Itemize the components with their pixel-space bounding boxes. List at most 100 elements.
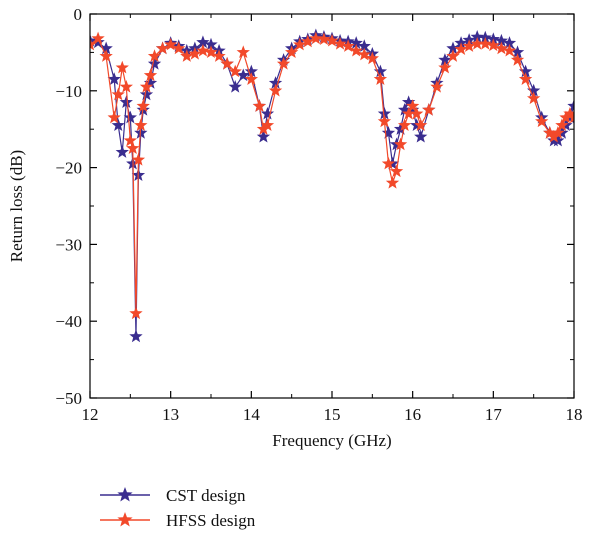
data-point <box>236 45 250 59</box>
data-point <box>180 49 194 62</box>
x-tick-label: 15 <box>324 405 341 424</box>
data-point <box>486 38 500 52</box>
data-point <box>147 49 162 62</box>
data-point <box>401 95 416 108</box>
data-point <box>494 33 509 47</box>
legend-star-icon <box>117 512 133 527</box>
data-point <box>510 45 525 59</box>
x-axis-title: Frequency (GHz) <box>272 431 391 450</box>
data-point <box>543 126 557 139</box>
data-point <box>357 39 371 52</box>
data-point <box>268 83 283 97</box>
data-point <box>143 68 158 82</box>
data-point <box>373 64 388 78</box>
data-point <box>236 68 250 82</box>
data-point <box>470 30 484 43</box>
data-point <box>244 72 258 85</box>
plot-area <box>90 28 574 343</box>
data-point <box>172 41 186 55</box>
data-point <box>349 36 363 49</box>
data-point <box>567 99 574 112</box>
data-point <box>341 39 355 52</box>
data-point <box>309 31 323 45</box>
data-point <box>438 60 452 74</box>
data-point <box>502 36 517 49</box>
legend-item: CST design <box>100 486 246 505</box>
data-point <box>91 35 105 49</box>
data-point <box>393 122 408 135</box>
data-point <box>188 46 202 60</box>
data-point <box>325 33 339 47</box>
data-point <box>90 37 97 51</box>
data-point <box>470 36 484 50</box>
legend-star-icon <box>117 487 133 502</box>
data-point <box>373 72 388 85</box>
data-point <box>256 129 271 143</box>
data-point <box>204 45 218 59</box>
data-point <box>518 64 533 78</box>
data-point <box>293 37 307 51</box>
data-point <box>438 53 452 66</box>
data-point <box>285 45 299 59</box>
data-point <box>139 79 154 93</box>
data-point <box>301 34 315 48</box>
data-point <box>317 32 331 46</box>
data-point <box>333 36 347 50</box>
data-point <box>143 76 158 89</box>
data-point <box>510 53 525 66</box>
y-tick-label: −10 <box>55 82 82 101</box>
data-point <box>256 122 271 135</box>
data-point <box>126 141 140 155</box>
data-point <box>212 49 226 62</box>
data-point <box>147 56 162 70</box>
data-point <box>119 79 133 93</box>
data-point <box>349 43 363 57</box>
legend-item: HFSS design <box>100 511 256 530</box>
data-point <box>389 164 404 178</box>
data-point <box>401 106 416 120</box>
data-point <box>422 103 436 116</box>
y-tick-label: 0 <box>74 5 83 24</box>
data-point <box>107 72 121 85</box>
data-point <box>136 99 150 112</box>
data-point <box>129 306 143 320</box>
data-point <box>547 129 561 143</box>
data-point <box>357 47 371 61</box>
data-point <box>377 106 392 120</box>
x-tick-label: 14 <box>243 405 261 424</box>
data-point <box>527 91 541 105</box>
legend-label: HFSS design <box>166 511 256 530</box>
data-point <box>228 79 242 93</box>
data-point <box>494 41 509 55</box>
data-point <box>276 56 291 70</box>
data-point <box>123 133 137 147</box>
data-point <box>414 118 428 132</box>
data-point <box>260 118 275 132</box>
data-point <box>502 43 517 57</box>
data-point <box>268 76 283 89</box>
data-point <box>414 129 428 143</box>
data-point <box>155 41 170 55</box>
data-point <box>559 110 573 124</box>
data-point <box>406 103 420 116</box>
data-point <box>228 64 242 78</box>
data-point <box>381 126 396 139</box>
x-tick-label: 16 <box>404 405 421 424</box>
data-point <box>115 145 129 158</box>
data-point <box>139 87 154 101</box>
x-tick-label: 12 <box>82 405 99 424</box>
y-tick-label: −20 <box>55 159 82 178</box>
y-axis-title: Return loss (dB) <box>7 150 26 262</box>
data-point <box>410 106 424 120</box>
data-point <box>164 37 178 51</box>
data-point <box>111 118 125 132</box>
data-point <box>397 103 412 116</box>
data-point <box>555 118 569 132</box>
data-point <box>406 99 420 112</box>
data-point <box>518 72 533 85</box>
data-point <box>365 51 379 65</box>
data-point <box>134 118 148 132</box>
data-point <box>204 37 218 51</box>
